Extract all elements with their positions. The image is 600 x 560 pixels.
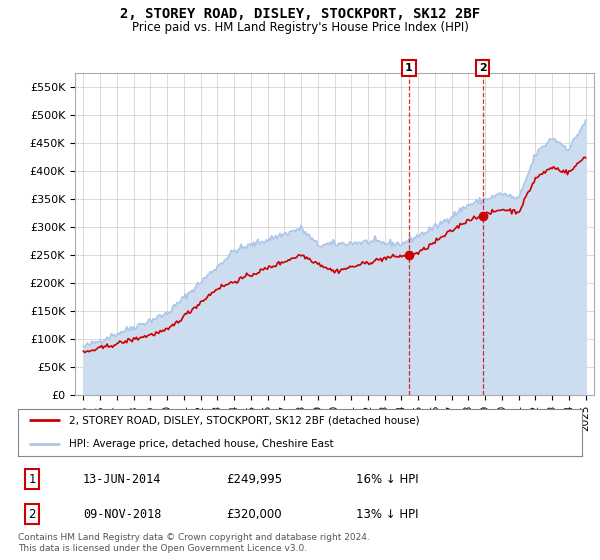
Text: Contains HM Land Registry data © Crown copyright and database right 2024.: Contains HM Land Registry data © Crown c… [18, 533, 370, 542]
Text: 2, STOREY ROAD, DISLEY, STOCKPORT, SK12 2BF: 2, STOREY ROAD, DISLEY, STOCKPORT, SK12 … [120, 7, 480, 21]
Text: 13-JUN-2014: 13-JUN-2014 [83, 473, 161, 486]
Text: 09-NOV-2018: 09-NOV-2018 [83, 508, 161, 521]
Text: 1: 1 [405, 63, 413, 73]
Text: 1: 1 [28, 473, 36, 486]
Text: 2, STOREY ROAD, DISLEY, STOCKPORT, SK12 2BF (detached house): 2, STOREY ROAD, DISLEY, STOCKPORT, SK12 … [69, 415, 419, 425]
Text: This data is licensed under the Open Government Licence v3.0.: This data is licensed under the Open Gov… [18, 544, 307, 553]
Text: HPI: Average price, detached house, Cheshire East: HPI: Average price, detached house, Ches… [69, 439, 334, 449]
Text: £320,000: £320,000 [227, 508, 283, 521]
Text: 2: 2 [28, 508, 36, 521]
Text: Price paid vs. HM Land Registry's House Price Index (HPI): Price paid vs. HM Land Registry's House … [131, 21, 469, 34]
Text: 16% ↓ HPI: 16% ↓ HPI [356, 473, 419, 486]
Text: 2: 2 [479, 63, 487, 73]
Text: 13% ↓ HPI: 13% ↓ HPI [356, 508, 419, 521]
Text: £249,995: £249,995 [227, 473, 283, 486]
